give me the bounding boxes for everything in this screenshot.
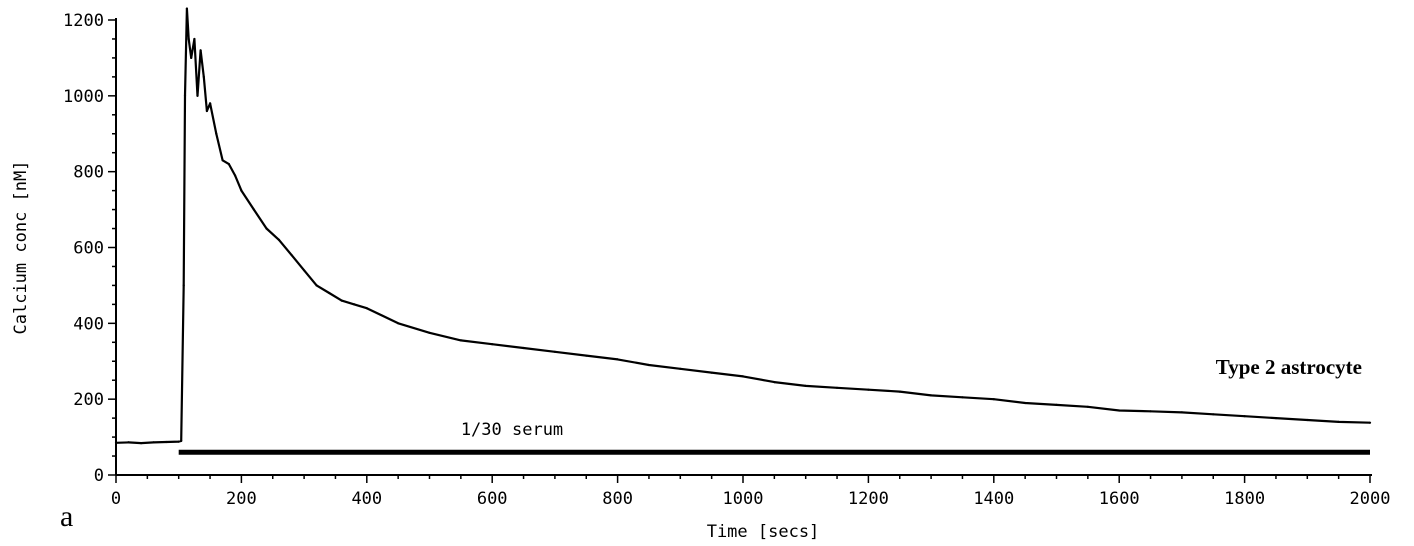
trace-point bbox=[1024, 401, 1027, 405]
trace-point bbox=[315, 284, 318, 287]
trace-point bbox=[616, 358, 619, 361]
trace-point bbox=[353, 303, 356, 306]
x-tick-label: 1200 bbox=[848, 489, 889, 509]
trace-point bbox=[227, 163, 230, 166]
trace-point bbox=[265, 227, 268, 230]
trace-point bbox=[215, 132, 218, 135]
x-tick-label: 0 bbox=[111, 489, 121, 509]
y-tick-group: 0 200 400 600 800 1000 1200 bbox=[63, 11, 116, 486]
trace-point bbox=[898, 390, 901, 393]
x-axis-label: Time [secs] bbox=[707, 522, 820, 542]
trace-point bbox=[127, 441, 130, 444]
trace-point bbox=[303, 269, 306, 272]
x-tick-group: 0 200 400 600 800 1000 1200 1400 1600 1800 2000 bbox=[111, 475, 1391, 509]
trace-point bbox=[209, 102, 212, 105]
trace-point bbox=[180, 439, 183, 442]
trace-point bbox=[187, 37, 190, 41]
trace-point bbox=[1306, 418, 1309, 422]
trace-point bbox=[1337, 420, 1340, 423]
trace-point bbox=[585, 354, 588, 357]
trace-point bbox=[199, 49, 202, 52]
y-tick-label: 0 bbox=[94, 466, 104, 486]
trace-point bbox=[290, 254, 293, 257]
trace-point bbox=[553, 350, 557, 353]
trace-point bbox=[867, 388, 870, 391]
trace-point bbox=[234, 174, 237, 177]
trace-point bbox=[1368, 421, 1372, 424]
trace-point bbox=[1180, 411, 1183, 414]
axes bbox=[115, 18, 1372, 476]
trace-point bbox=[185, 7, 188, 10]
y-tick-label: 600 bbox=[73, 239, 104, 259]
stimulus-label: 1/30 serum bbox=[461, 420, 563, 440]
trace-point bbox=[961, 396, 964, 399]
x-tick-label: 600 bbox=[477, 489, 508, 509]
trace-point bbox=[522, 346, 525, 350]
y-tick-label: 1200 bbox=[63, 11, 104, 31]
y-tick-label: 400 bbox=[73, 314, 104, 334]
x-tick-label: 1000 bbox=[723, 489, 764, 509]
trace-point bbox=[340, 299, 343, 302]
trace-point bbox=[202, 75, 205, 78]
y-axis-label: Calcium conc [nM] bbox=[11, 161, 31, 335]
series-label: Type 2 astrocyte bbox=[1216, 355, 1362, 379]
trace-point bbox=[459, 339, 462, 342]
trace-point bbox=[240, 189, 243, 192]
calcium-trace-line bbox=[115, 7, 1371, 445]
trace-point bbox=[193, 37, 196, 41]
trace-point bbox=[252, 208, 255, 211]
x-tick-label: 2000 bbox=[1350, 489, 1391, 509]
trace-point bbox=[165, 440, 168, 444]
trace-point bbox=[182, 284, 185, 287]
y-tick-label: 800 bbox=[73, 163, 104, 183]
trace-point bbox=[140, 442, 143, 445]
series-layer bbox=[114, 7, 1372, 445]
trace-point bbox=[1212, 413, 1215, 416]
panel-label: a bbox=[60, 500, 73, 533]
trace-point bbox=[397, 322, 400, 325]
trace-point bbox=[428, 331, 431, 334]
trace-point bbox=[773, 381, 776, 384]
trace-point bbox=[221, 159, 224, 162]
trace-point bbox=[1149, 410, 1152, 413]
trace-point bbox=[196, 94, 199, 97]
trace-point bbox=[710, 371, 713, 374]
trace-point bbox=[804, 384, 807, 387]
trace-point bbox=[1243, 415, 1246, 418]
trace-point bbox=[190, 56, 193, 60]
trace-point bbox=[177, 440, 180, 443]
trace-point bbox=[1118, 409, 1121, 412]
x-tick-label: 1600 bbox=[1099, 489, 1140, 509]
trace-point bbox=[205, 109, 208, 113]
trace-point bbox=[1086, 405, 1089, 408]
trace-point bbox=[835, 386, 839, 389]
trace-point bbox=[679, 367, 682, 370]
x-tick-label: 200 bbox=[226, 489, 257, 509]
trace-point bbox=[491, 343, 494, 346]
y-tick-label: 200 bbox=[73, 390, 104, 410]
trace-point bbox=[930, 394, 933, 397]
trace-point bbox=[647, 363, 651, 367]
trace-point bbox=[741, 375, 745, 378]
trace-point bbox=[1055, 403, 1058, 406]
trace-point bbox=[183, 94, 187, 97]
x-tick-label: 800 bbox=[602, 489, 633, 509]
trace-point bbox=[992, 398, 995, 401]
y-tick-label: 1000 bbox=[63, 87, 104, 107]
trace-point bbox=[365, 307, 368, 310]
trace-point bbox=[1274, 417, 1278, 420]
trace-point bbox=[152, 441, 155, 444]
trace-point bbox=[328, 291, 331, 295]
x-tick-label: 1800 bbox=[1224, 489, 1265, 509]
trace-point bbox=[114, 441, 118, 444]
x-tick-label: 1400 bbox=[973, 489, 1014, 509]
trace-point bbox=[277, 238, 281, 241]
x-tick-label: 400 bbox=[351, 489, 382, 509]
